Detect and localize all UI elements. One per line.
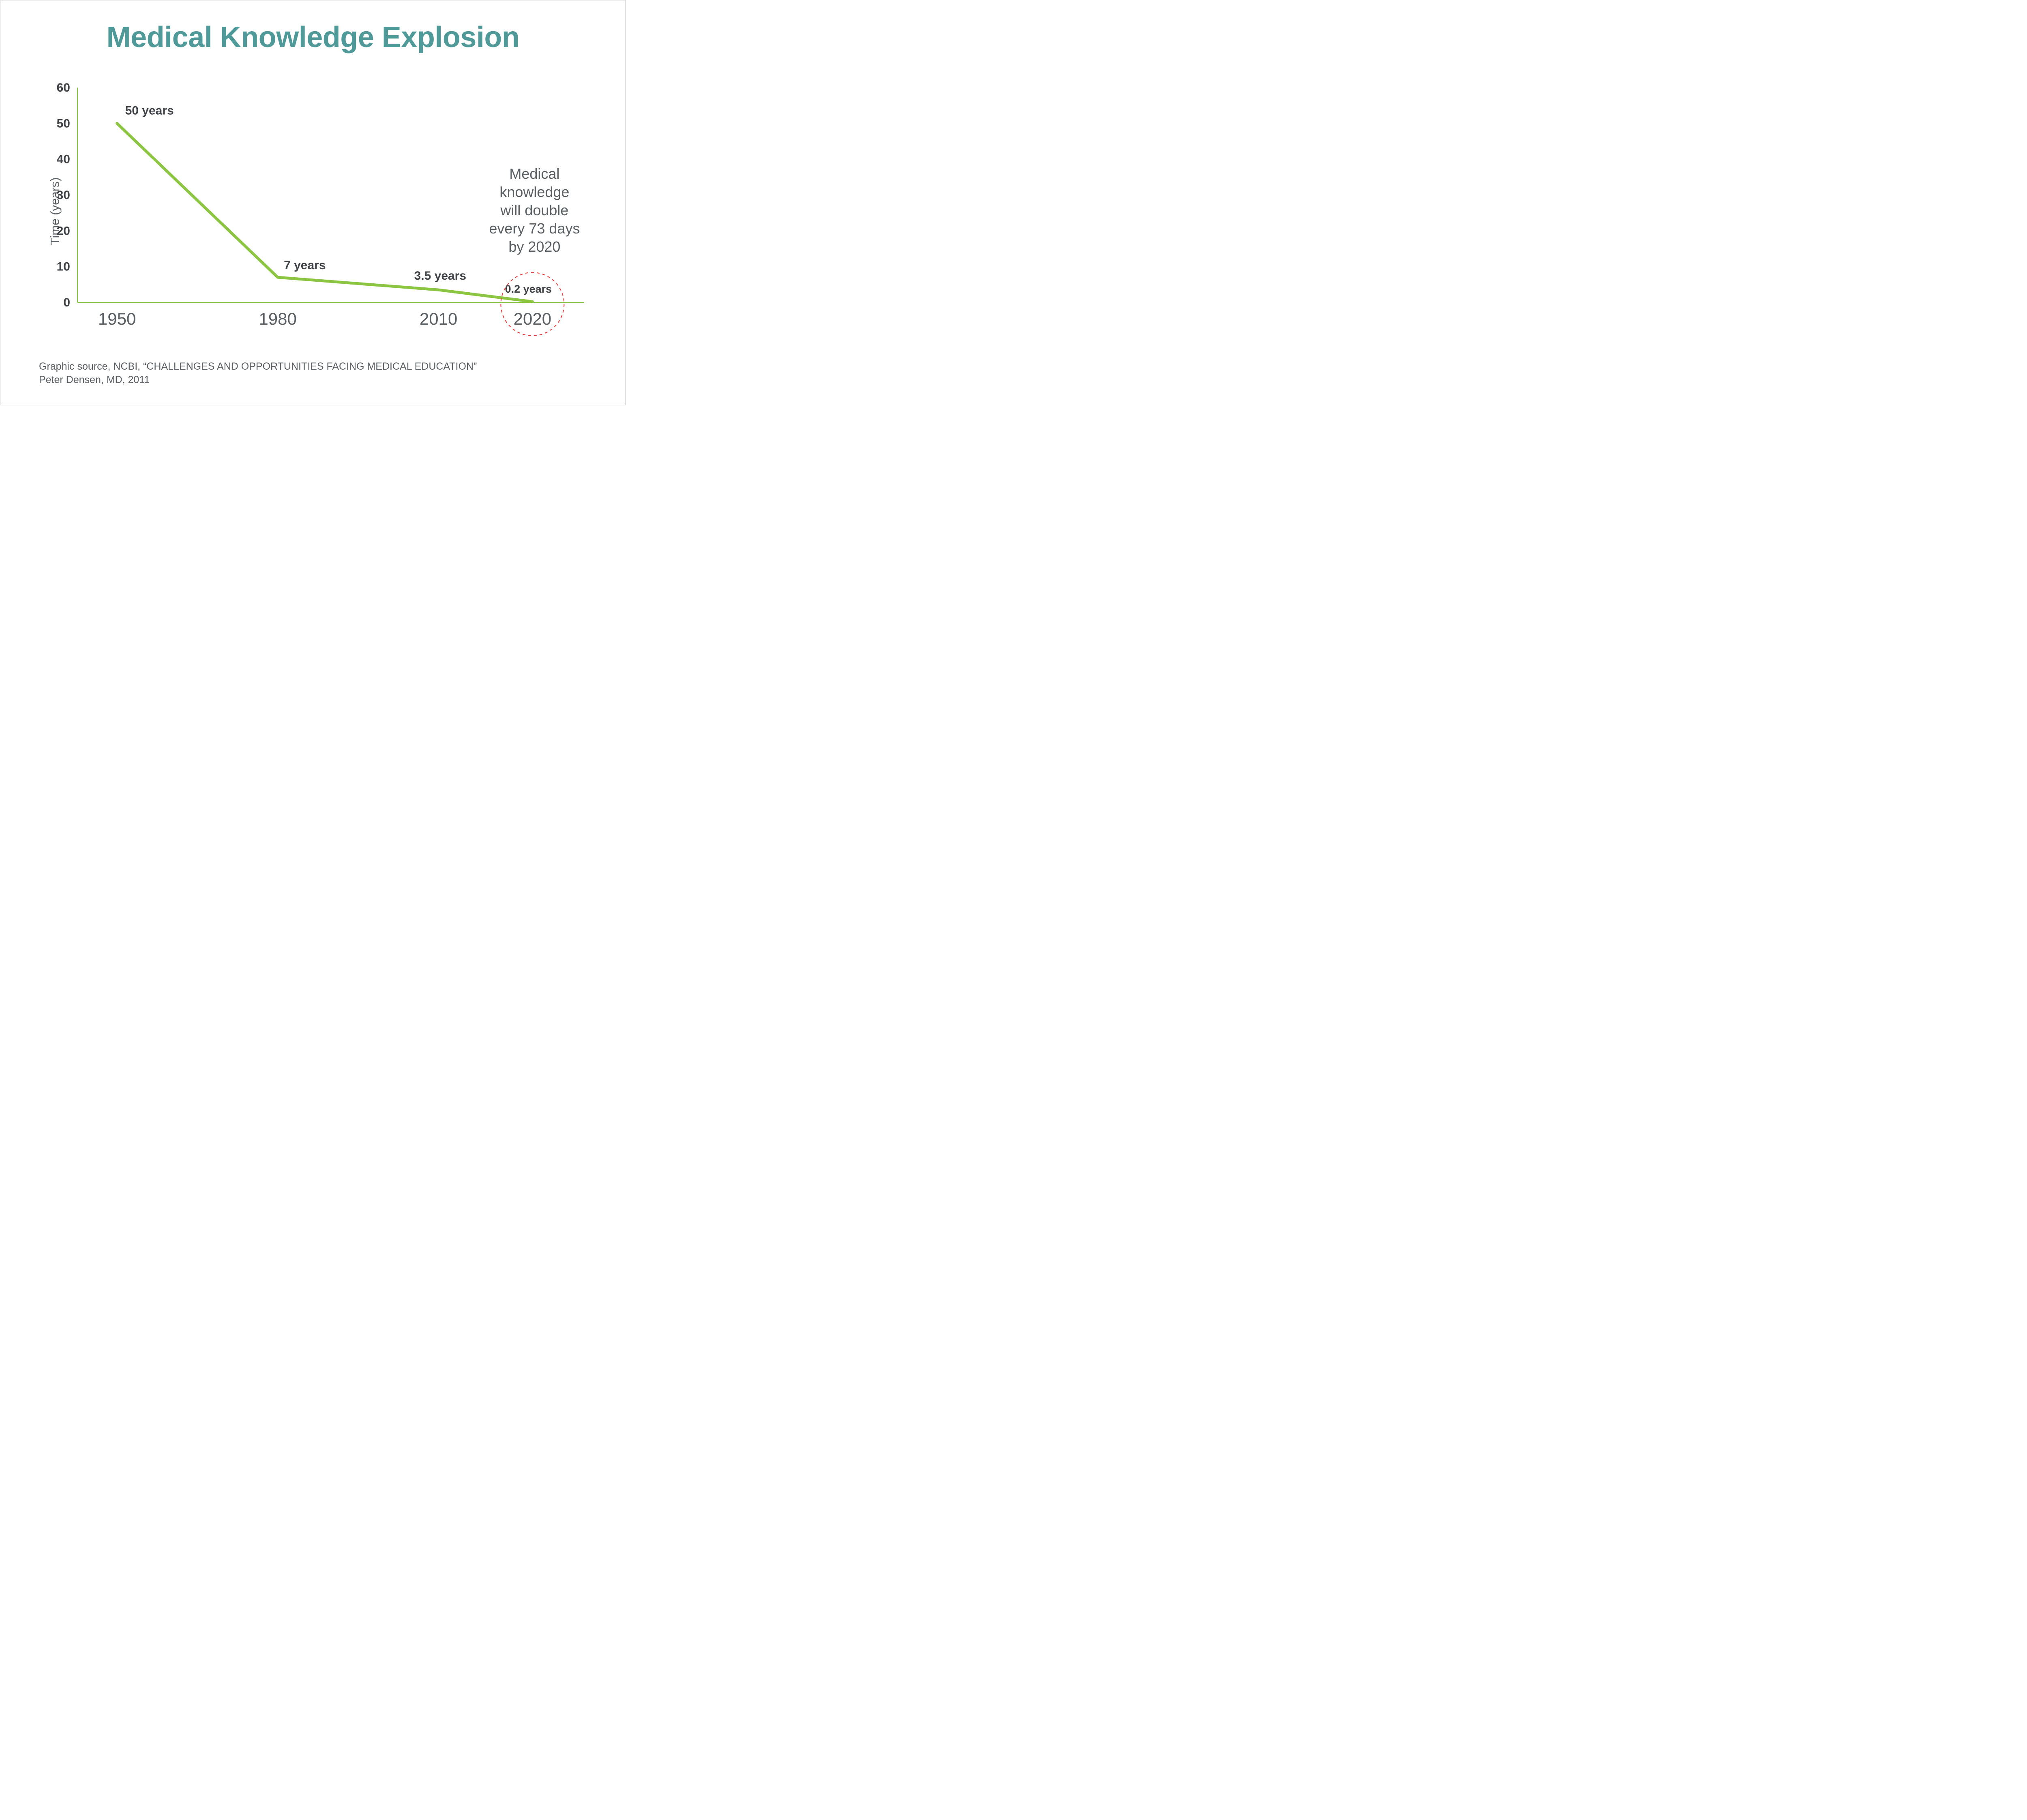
svg-text:7 years: 7 years (284, 259, 326, 272)
svg-text:40: 40 (57, 153, 70, 166)
svg-text:1980: 1980 (259, 309, 296, 328)
chart-area: Time (years) 010203040506019501980201020… (29, 84, 596, 339)
svg-text:0.2 years: 0.2 years (505, 283, 552, 295)
svg-text:3.5 years: 3.5 years (414, 269, 466, 283)
svg-text:0: 0 (63, 296, 70, 309)
source-attribution: Graphic source, NCBI, “CHALLENGES AND OP… (39, 360, 477, 388)
annotation-line: will double (476, 201, 593, 219)
svg-text:2010: 2010 (420, 309, 457, 328)
callout-annotation: Medicalknowledgewill doubleevery 73 days… (476, 165, 593, 256)
svg-text:10: 10 (57, 260, 70, 274)
annotation-line: by 2020 (476, 238, 593, 256)
svg-text:50: 50 (57, 117, 70, 130)
annotation-line: knowledge (476, 183, 593, 201)
annotation-line: every 73 days (476, 219, 593, 238)
annotation-line: Medical (476, 165, 593, 183)
source-line-1: Graphic source, NCBI, “CHALLENGES AND OP… (39, 360, 477, 374)
svg-text:30: 30 (57, 188, 70, 202)
svg-text:50 years: 50 years (125, 104, 174, 117)
svg-text:2020: 2020 (514, 309, 551, 328)
svg-text:60: 60 (57, 81, 70, 94)
svg-text:1950: 1950 (98, 309, 136, 328)
chart-title: Medical Knowledge Explosion (0, 21, 626, 54)
chart-frame: Medical Knowledge Explosion Time (years)… (0, 0, 626, 405)
svg-text:20: 20 (57, 224, 70, 238)
source-line-2: Peter Densen, MD, 2011 (39, 373, 477, 387)
